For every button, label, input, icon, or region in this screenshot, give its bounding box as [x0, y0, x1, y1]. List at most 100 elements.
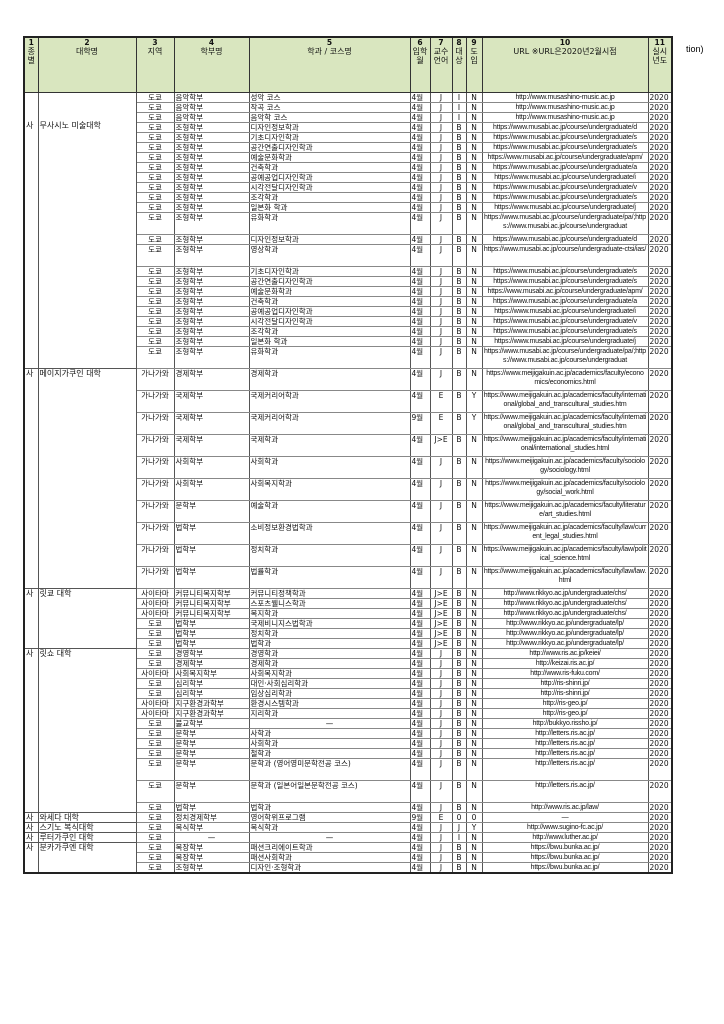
url-cell[interactable]: https://www.meijigakuin.ac.jp/academics/…: [481, 456, 649, 479]
url-cell[interactable]: https://www.musabi.ac.jp/course/undergra…: [481, 162, 649, 173]
url-cell[interactable]: https://www.musabi.ac.jp/course/undergra…: [481, 326, 649, 337]
column-number: 10: [559, 38, 571, 47]
target-cell: B: [451, 566, 467, 589]
url-cell[interactable]: https://www.musabi.ac.jp/course/undergra…: [481, 142, 649, 153]
url-cell[interactable]: https://www.meijigakuin.ac.jp/academics/…: [481, 500, 649, 523]
department-cell: 일본화 학과: [248, 336, 411, 347]
teaching-language-cell: J: [429, 852, 453, 863]
year-cell: 2020: [647, 296, 673, 307]
url-cell[interactable]: http://bukkyo.rissho.jp/: [481, 718, 649, 729]
url-cell[interactable]: https://www.meijigakuin.ac.jp/academics/…: [481, 368, 649, 391]
department-cell: 시각전달디자인학과: [248, 316, 411, 327]
url-cell[interactable]: https://www.musabi.ac.jp/course/undergra…: [481, 152, 649, 163]
url-cell[interactable]: https://www.musabi.ac.jp/course/undergra…: [481, 276, 649, 287]
url-cell[interactable]: https://www.musabi.ac.jp/course/undergra…: [481, 296, 649, 307]
department-cell: 문학과 (일본어일본문학전공 코스): [248, 780, 411, 803]
url-cell: —: [481, 812, 649, 823]
url-cell[interactable]: https://www.musabi.ac.jp/course/undergra…: [481, 182, 649, 193]
faculty-cell: 사회학부: [173, 456, 250, 479]
intake-month-cell: 4월: [409, 122, 431, 133]
url-cell[interactable]: https://www.meijigakuin.ac.jp/academics/…: [481, 522, 649, 545]
url-cell[interactable]: http://letters.ris.ac.jp/: [481, 738, 649, 749]
target-cell: B: [451, 500, 467, 523]
url-cell[interactable]: http://www.rikkyo.ac.jp/undergraduate/ch…: [481, 598, 649, 609]
url-cell[interactable]: https://www.musabi.ac.jp/course/undergra…: [481, 316, 649, 327]
url-cell[interactable]: http://letters.ris.ac.jp/: [481, 780, 649, 803]
teaching-language-cell: J: [429, 212, 453, 235]
url-cell[interactable]: http://www.rikkyo.ac.jp/undergraduate/ch…: [481, 608, 649, 619]
url-cell[interactable]: http://www.ris.ac.jp/law/: [481, 802, 649, 813]
url-cell[interactable]: https://bwu.bunka.ac.jp/: [481, 852, 649, 863]
url-cell[interactable]: https://www.meijigakuin.ac.jp/academics/…: [481, 412, 649, 435]
intake-month-cell: 4월: [409, 608, 431, 619]
target-cell: I: [451, 92, 467, 103]
teaching-language-cell: J: [429, 648, 453, 659]
url-cell[interactable]: http://ris-geo.jp/: [481, 708, 649, 719]
url-cell[interactable]: https://www.meijigakuin.ac.jp/academics/…: [481, 566, 649, 589]
intake-month-cell: 4월: [409, 500, 431, 523]
url-cell[interactable]: http://www.ris-fuku.com/: [481, 668, 649, 679]
target-cell: B: [451, 296, 467, 307]
region-cell: 도쿄: [135, 244, 175, 267]
introduced-cell: 0: [465, 812, 483, 823]
url-cell[interactable]: http://www.luther.ac.jp/: [481, 832, 649, 843]
url-cell[interactable]: https://www.musabi.ac.jp/course/undergra…: [481, 346, 649, 369]
department-cell: 커뮤니티정책학과: [248, 588, 411, 599]
target-cell: B: [451, 678, 467, 689]
url-cell[interactable]: https://bwu.bunka.ac.jp/: [481, 842, 649, 853]
url-cell[interactable]: http://www.musashino-music.ac.jp: [481, 92, 649, 103]
url-cell[interactable]: http://letters.ris.ac.jp/: [481, 758, 649, 781]
url-cell[interactable]: http://www.ris.ac.jp/keiei/: [481, 648, 649, 659]
url-cell[interactable]: https://www.musabi.ac.jp/course/undergra…: [481, 212, 649, 235]
url-cell[interactable]: https://www.meijigakuin.ac.jp/academics/…: [481, 390, 649, 413]
url-cell[interactable]: http://ris-shinri.jp/: [481, 688, 649, 699]
faculty-cell: 조형학부: [173, 182, 250, 193]
url-cell[interactable]: https://www.meijigakuin.ac.jp/academics/…: [481, 478, 649, 501]
url-cell[interactable]: http://letters.ris.ac.jp/: [481, 748, 649, 759]
url-cell[interactable]: https://www.musabi.ac.jp/course/undergra…: [481, 306, 649, 317]
faculty-cell: 조형학부: [173, 152, 250, 163]
introduced-cell: N: [465, 244, 483, 267]
region-cell: 도쿄: [135, 852, 175, 863]
url-cell[interactable]: http://www.rikkyo.ac.jp/undergraduate/lp…: [481, 618, 649, 629]
url-cell[interactable]: http://www.musashino-music.ac.jp: [481, 102, 649, 113]
year-cell: 2020: [647, 478, 673, 501]
year-cell: 2020: [647, 112, 673, 123]
url-cell[interactable]: http://letters.ris.ac.jp/: [481, 728, 649, 739]
url-cell[interactable]: https://www.musabi.ac.jp/course/undergra…: [481, 192, 649, 203]
teaching-language-cell: J: [429, 346, 453, 369]
url-cell[interactable]: http://ris-shinri.jp/: [481, 678, 649, 689]
url-cell[interactable]: http://keizai.ris.ac.jp/: [481, 658, 649, 669]
url-cell[interactable]: https://www.musabi.ac.jp/course/undergra…: [481, 202, 649, 213]
url-cell[interactable]: https://www.musabi.ac.jp/course/undergra…: [481, 244, 649, 267]
year-cell: 2020: [647, 326, 673, 337]
year-cell: 2020: [647, 522, 673, 545]
url-cell[interactable]: http://www.sugino-fc.ac.jp/: [481, 822, 649, 833]
url-cell[interactable]: https://www.musabi.ac.jp/course/undergra…: [481, 132, 649, 143]
url-cell[interactable]: http://www.rikkyo.ac.jp/undergraduate/lp…: [481, 638, 649, 649]
teaching-language-cell: J: [429, 728, 453, 739]
url-cell[interactable]: http://www.rikkyo.ac.jp/undergraduate/lp…: [481, 628, 649, 639]
faculty-cell: 법학부: [173, 566, 250, 589]
url-cell[interactable]: http://ris-geo.jp/: [481, 698, 649, 709]
url-cell[interactable]: http://www.rikkyo.ac.jp/undergraduate/ch…: [481, 588, 649, 599]
url-cell[interactable]: https://www.musabi.ac.jp/course/undergra…: [481, 234, 649, 245]
url-cell[interactable]: https://www.musabi.ac.jp/course/undergra…: [481, 286, 649, 297]
url-cell[interactable]: http://www.musashino-music.ac.jp: [481, 112, 649, 123]
intake-month-cell: 4월: [409, 478, 431, 501]
url-cell[interactable]: https://www.musabi.ac.jp/course/undergra…: [481, 172, 649, 183]
url-cell[interactable]: https://www.musabi.ac.jp/course/undergra…: [481, 122, 649, 133]
url-cell[interactable]: https://bwu.bunka.ac.jp/: [481, 862, 649, 874]
department-cell: 법률학과: [248, 566, 411, 589]
year-cell: 2020: [647, 276, 673, 287]
url-cell[interactable]: https://www.musabi.ac.jp/course/undergra…: [481, 266, 649, 277]
url-cell[interactable]: https://www.musabi.ac.jp/course/undergra…: [481, 336, 649, 347]
url-cell[interactable]: https://www.meijigakuin.ac.jp/academics/…: [481, 434, 649, 457]
column-number: 2: [84, 38, 90, 47]
url-cell[interactable]: https://www.meijigakuin.ac.jp/academics/…: [481, 544, 649, 567]
target-cell: B: [451, 802, 467, 813]
column-number: 3: [152, 38, 158, 47]
year-cell: 2020: [647, 346, 673, 369]
